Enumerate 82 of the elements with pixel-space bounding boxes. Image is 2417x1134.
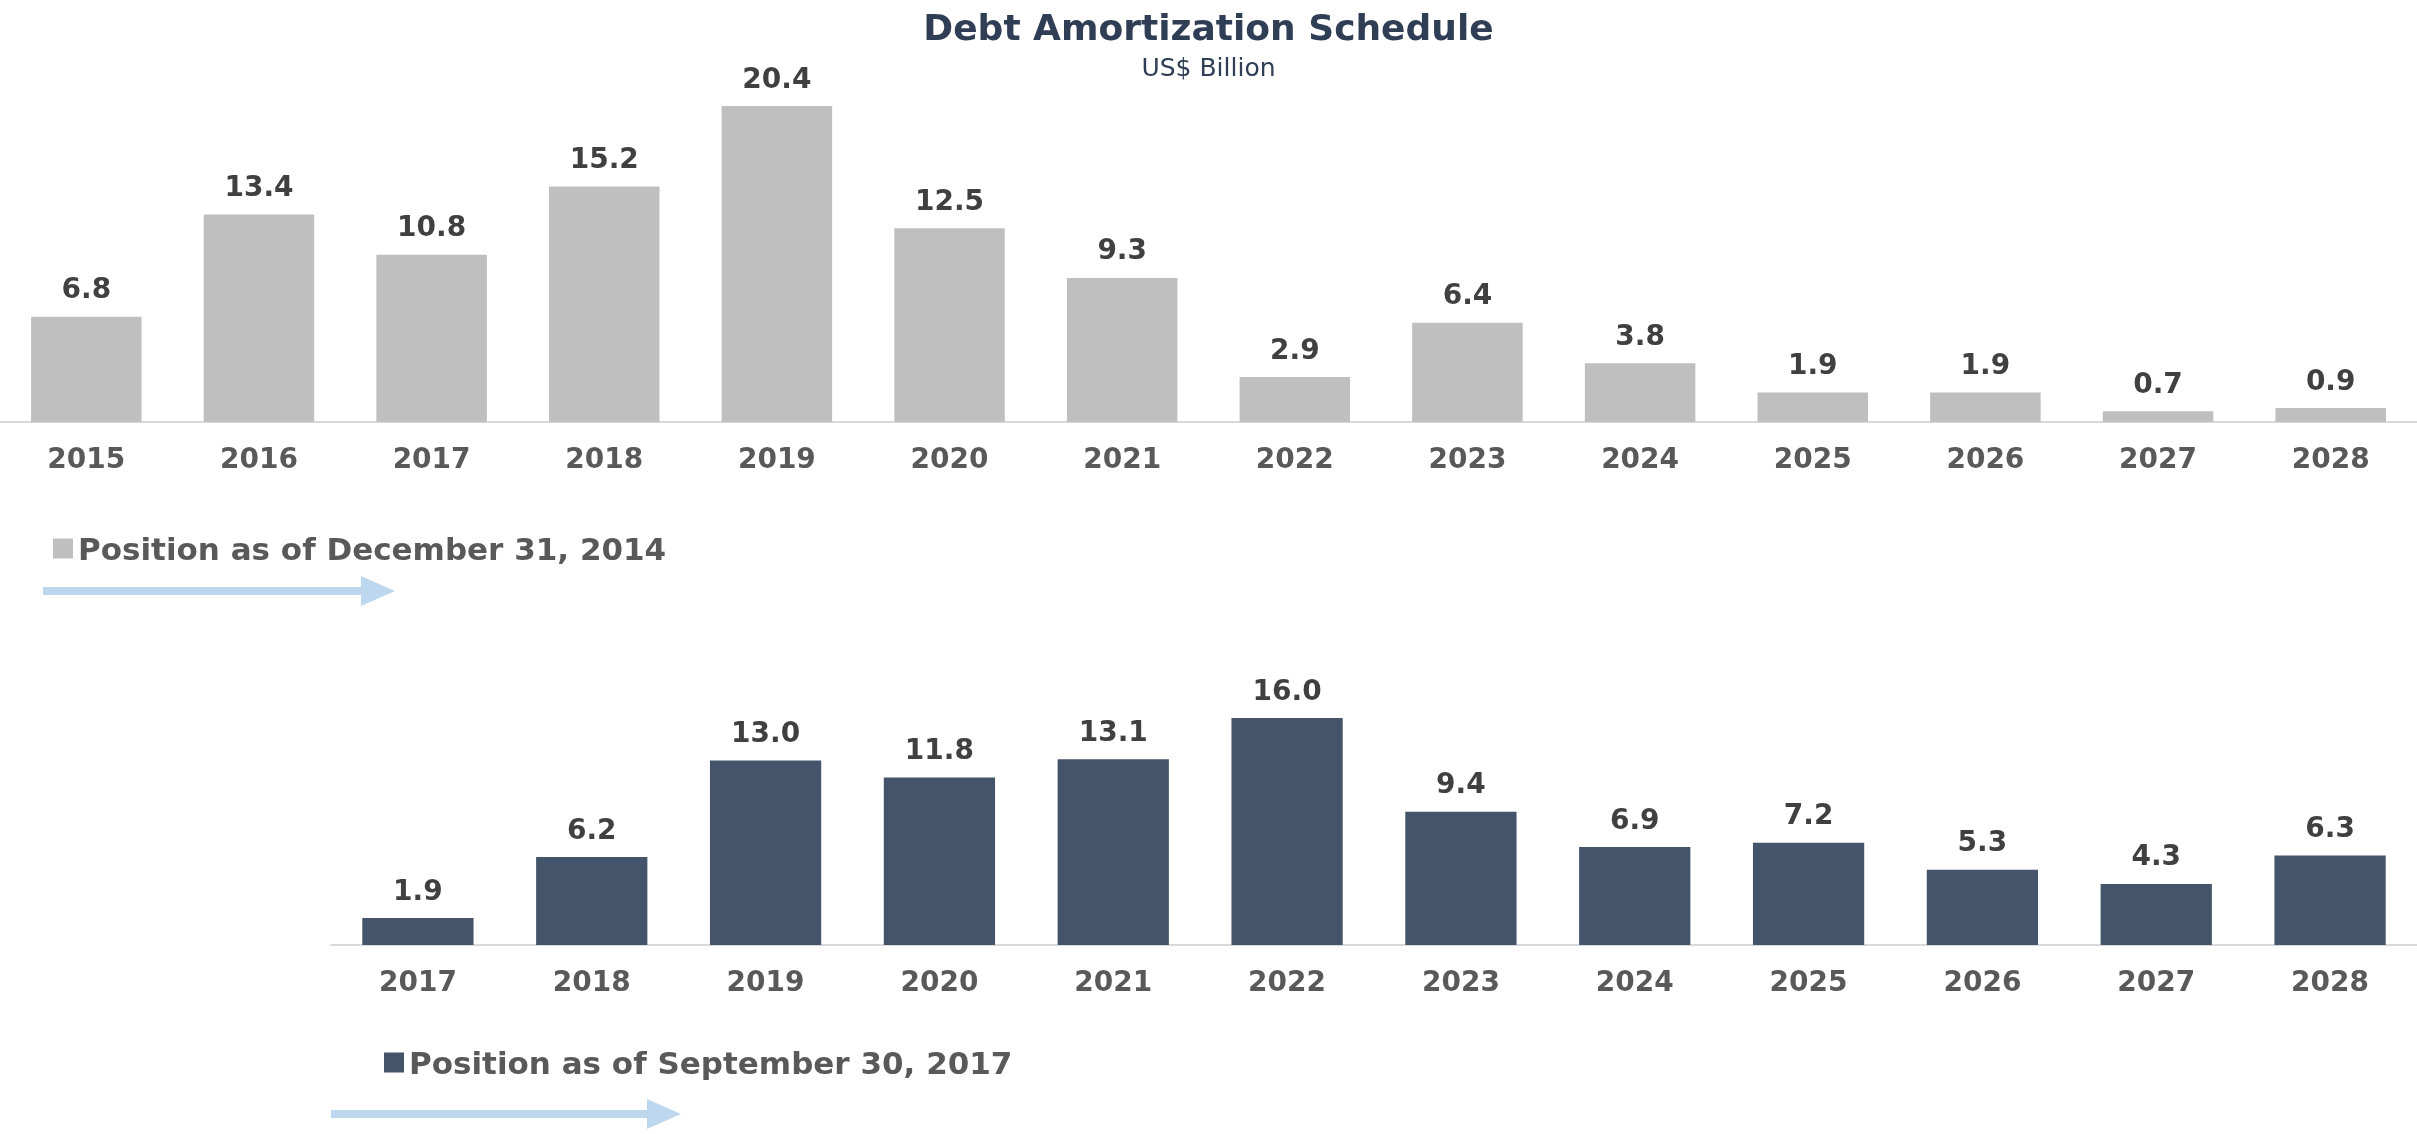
data-label: 1.9 <box>393 873 443 907</box>
bar <box>31 316 142 422</box>
x-tick-label: 2017 <box>378 964 457 998</box>
bar <box>362 918 474 945</box>
x-tick-label: 2018 <box>552 964 631 998</box>
data-label: 6.4 <box>1442 278 1493 312</box>
bar <box>1584 363 1696 422</box>
x-tick-label: 2025 <box>1773 441 1852 475</box>
data-label: 20.4 <box>742 61 812 95</box>
data-label: 13.1 <box>1078 714 1148 748</box>
bar <box>1757 392 1868 422</box>
data-label: 5.3 <box>1957 825 2008 859</box>
x-tick-label: 2028 <box>2291 964 2370 998</box>
bar <box>2102 411 2214 422</box>
bar <box>1405 811 1517 945</box>
x-tick-label: 2015 <box>47 441 126 475</box>
data-label: 11.8 <box>904 733 974 767</box>
legend-label: Position as of September 30, 2017 <box>409 1044 1013 1081</box>
data-label: 10.8 <box>397 210 467 244</box>
bar <box>376 254 487 422</box>
data-label: 6.9 <box>1609 802 1660 836</box>
x-tick-label: 2022 <box>1248 964 1327 998</box>
x-tick-label: 2023 <box>1428 441 1507 475</box>
data-label: 1.9 <box>1787 348 1838 382</box>
data-label: 15.2 <box>569 142 639 176</box>
bar <box>1930 392 2041 422</box>
bar <box>1579 847 1691 945</box>
data-label: 0.7 <box>2133 366 2183 400</box>
bar <box>1239 377 1351 422</box>
bar <box>1066 277 1178 422</box>
bar <box>709 760 822 945</box>
bar <box>2100 883 2212 945</box>
data-label: 9.3 <box>1097 233 1147 267</box>
data-label: 6.8 <box>61 272 112 306</box>
data-label: 2.9 <box>1270 332 1320 366</box>
data-label: 9.4 <box>1436 767 1486 801</box>
x-tick-label: 2019 <box>737 441 816 475</box>
x-tick-label: 2021 <box>1074 964 1153 998</box>
x-tick-label: 2025 <box>1769 964 1848 998</box>
x-tick-label: 2027 <box>2119 441 2197 475</box>
x-tick-label: 2023 <box>1421 964 1500 998</box>
data-label: 7.2 <box>1783 798 1834 832</box>
data-label: 0.9 <box>2305 363 2356 397</box>
x-tick-label: 2028 <box>2291 441 2370 475</box>
bar <box>2274 855 2386 945</box>
data-label: 13.0 <box>731 716 801 750</box>
data-label: 1.9 <box>1960 348 2011 382</box>
x-tick-label: 2027 <box>2117 964 2196 998</box>
bar <box>883 777 996 945</box>
x-tick-label: 2018 <box>565 441 644 475</box>
bar <box>203 214 315 422</box>
bar <box>721 106 833 422</box>
x-tick-label: 2017 <box>392 441 471 475</box>
bar <box>2275 408 2386 422</box>
bar <box>549 186 660 422</box>
data-label: 6.2 <box>566 812 617 846</box>
x-tick-label: 2020 <box>910 441 989 475</box>
x-tick-label: 2020 <box>900 964 979 998</box>
legend-label: Position as of December 31, 2014 <box>78 530 667 567</box>
chart-subtitle: US$ Billion <box>1141 53 1276 82</box>
data-label: 13.4 <box>224 169 294 203</box>
data-label: 4.3 <box>2131 839 2182 873</box>
bar <box>1926 869 2039 945</box>
chart-title: Debt Amortization Schedule <box>923 6 1494 48</box>
data-label: 12.5 <box>914 183 985 217</box>
bar <box>1752 842 1865 945</box>
bar <box>1412 322 1523 422</box>
x-tick-label: 2026 <box>1943 964 2022 998</box>
x-tick-label: 2021 <box>1083 441 1162 475</box>
bar <box>1231 718 1343 945</box>
bar <box>1057 759 1169 945</box>
bar <box>536 857 648 945</box>
x-tick-label: 2024 <box>1601 441 1680 475</box>
x-tick-label: 2019 <box>726 964 805 998</box>
data-label: 6.3 <box>2305 811 2355 845</box>
data-label: 3.8 <box>1615 318 1665 352</box>
data-label: 16.0 <box>1252 673 1322 707</box>
bar <box>894 228 1005 422</box>
x-tick-label: 2022 <box>1255 441 1334 475</box>
x-tick-label: 2024 <box>1595 964 1674 998</box>
x-tick-label: 2026 <box>1946 441 2025 475</box>
x-tick-label: 2016 <box>220 441 298 475</box>
